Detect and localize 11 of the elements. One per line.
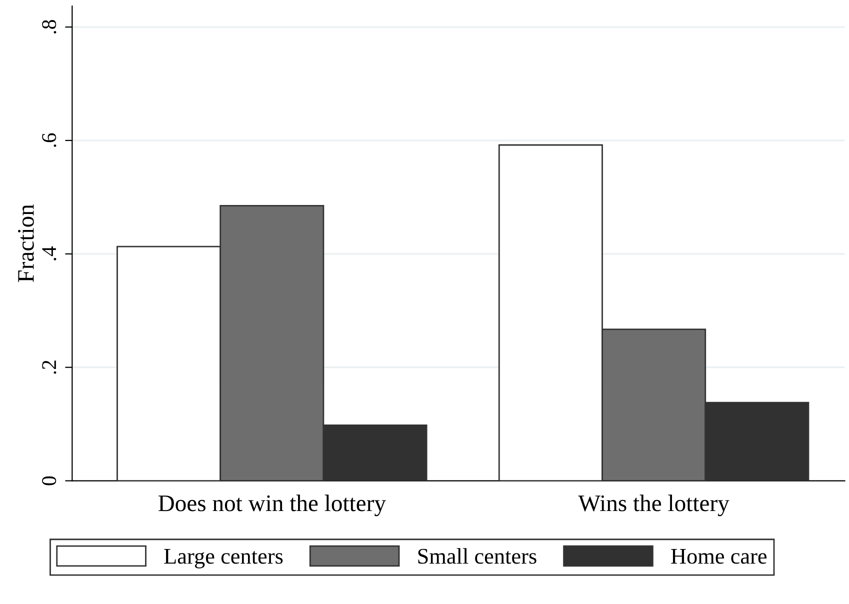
y-axis-title: Fraction [18, 204, 34, 282]
legend-label: Home care [671, 549, 767, 564]
y-tick-label: .6 [42, 133, 56, 147]
y-tick-label: .2 [42, 360, 56, 374]
y-tick-label: .8 [42, 20, 56, 34]
legend-label: Large centers [164, 549, 283, 568]
x-tick-label: Wins the lottery [578, 494, 730, 516]
legend-label: Small centers [418, 548, 536, 564]
x-tick-label: Does not win the lottery [158, 494, 386, 516]
y-tick-label: .4 [42, 246, 56, 260]
y-tick-label: 0 [42, 476, 56, 486]
